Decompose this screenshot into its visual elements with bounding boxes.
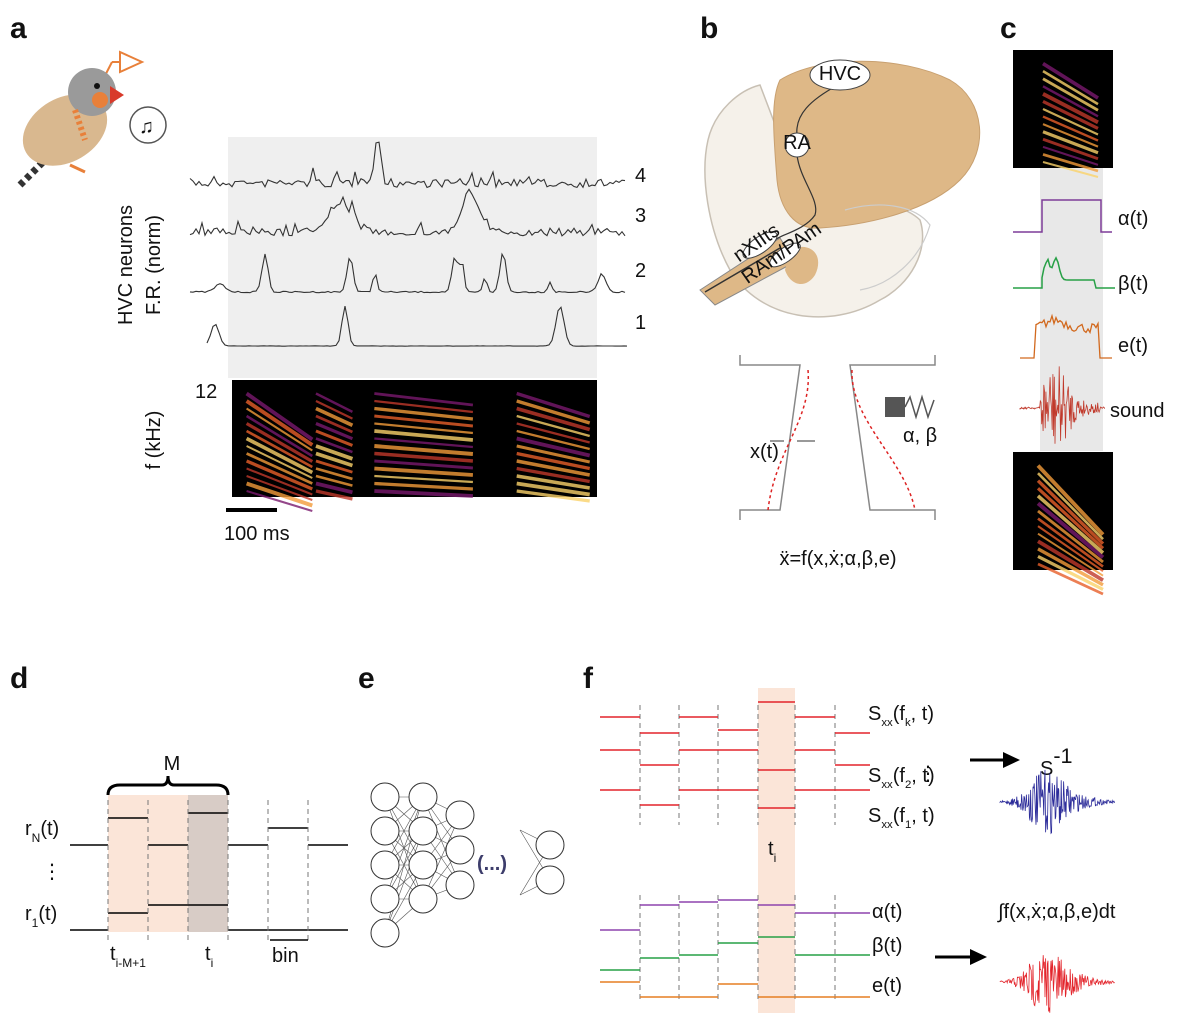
current-bin bbox=[188, 795, 228, 932]
axis-label: f (kHz) bbox=[143, 411, 165, 470]
neuron bbox=[446, 801, 474, 829]
integral-label: ∫f(x,ẋ;α,β,e)dt bbox=[997, 901, 1116, 923]
label-part: (f bbox=[893, 703, 906, 725]
axis-label: F.R. (norm) bbox=[143, 215, 165, 315]
neuron bbox=[409, 817, 437, 845]
neuron bbox=[371, 885, 399, 913]
bird-illustration: ♫ bbox=[10, 52, 166, 185]
row-label: Sxx(fk, t) bbox=[868, 703, 934, 729]
subscript: i bbox=[774, 851, 777, 865]
label-text: ti-M+1 bbox=[110, 943, 146, 970]
label-part: , t) bbox=[911, 765, 934, 787]
brace bbox=[108, 776, 228, 795]
signal-label: e(t) bbox=[1118, 335, 1148, 357]
label-text: Sxx(fk, t) bbox=[868, 703, 934, 729]
figure: a b c d e f ♫ 4 3 2 1 HVC neurons F.R. (… bbox=[0, 0, 1183, 1014]
neural-network bbox=[371, 783, 564, 947]
subscript: xx bbox=[881, 819, 893, 831]
variable-label: x(t) bbox=[750, 441, 779, 463]
label-part: (t) bbox=[40, 818, 59, 840]
parameter-label: α, β bbox=[903, 425, 937, 447]
neuron bbox=[536, 866, 564, 894]
panel-label: f bbox=[583, 662, 594, 695]
label-text: Sxx(f2, t) bbox=[868, 765, 935, 791]
time-label: ti-M+1 bbox=[110, 943, 146, 970]
trace-label: 4 bbox=[635, 165, 646, 187]
label-part: (t) bbox=[38, 903, 57, 925]
subscript: N bbox=[32, 831, 41, 845]
nucleus-label: RA bbox=[783, 132, 811, 154]
label-text: rN(t) bbox=[25, 818, 59, 845]
bin-label: bin bbox=[272, 945, 299, 967]
label-part: S bbox=[868, 765, 881, 787]
highlight-region bbox=[228, 137, 597, 378]
neuron bbox=[371, 783, 399, 811]
signal-label: α(t) bbox=[872, 901, 902, 923]
axis-label: HVC neurons bbox=[115, 205, 137, 325]
signal-label: sound bbox=[1110, 400, 1165, 422]
label-part: S bbox=[1040, 758, 1053, 780]
label-text: ti bbox=[205, 943, 213, 970]
time-label: ti bbox=[205, 943, 213, 970]
nucleus-label: HVC bbox=[819, 63, 861, 85]
scale-bar-label: 100 ms bbox=[224, 523, 290, 545]
trace-label: 2 bbox=[635, 260, 646, 282]
connection bbox=[385, 831, 423, 933]
window-label: M bbox=[164, 753, 181, 775]
neuron bbox=[371, 919, 399, 947]
row-label: Sxx(f1, t) bbox=[868, 805, 935, 831]
subscript: xx bbox=[881, 779, 893, 791]
subscript: i bbox=[211, 956, 214, 970]
brain-illustration bbox=[700, 60, 980, 317]
label-text: r1(t) bbox=[25, 903, 57, 930]
label-part: , t) bbox=[911, 805, 934, 827]
neuron bbox=[446, 836, 474, 864]
trace-label: 1 bbox=[635, 312, 646, 334]
current-bin bbox=[758, 688, 795, 1013]
signal-label: β(t) bbox=[872, 935, 902, 957]
neuron bbox=[536, 831, 564, 859]
row-label: r1(t) bbox=[25, 903, 57, 930]
panel-label: a bbox=[10, 12, 27, 45]
neuron bbox=[409, 783, 437, 811]
signal-label: β(t) bbox=[1118, 273, 1148, 295]
label-part: (f bbox=[893, 805, 906, 827]
equation: ẍ=f(x,ẋ;α,β,e) bbox=[780, 548, 897, 570]
svg-text:♫: ♫ bbox=[139, 116, 154, 138]
waveform bbox=[1000, 955, 1115, 1013]
neuron bbox=[371, 851, 399, 879]
step-signals bbox=[600, 702, 870, 1000]
superscript: -1 bbox=[1053, 743, 1072, 768]
label-part: S bbox=[868, 805, 881, 827]
waveforms bbox=[1000, 770, 1115, 1013]
arrows bbox=[935, 752, 1020, 965]
signal-label: α(t) bbox=[1118, 208, 1148, 230]
label-part: , t) bbox=[911, 703, 934, 725]
neuron bbox=[446, 871, 474, 899]
neuron bbox=[409, 885, 437, 913]
label-part: (f bbox=[893, 765, 906, 787]
neuron bbox=[371, 817, 399, 845]
neuron bbox=[409, 851, 437, 879]
ellipsis: (...) bbox=[477, 853, 507, 875]
row-label: Sxx(f2, t) bbox=[868, 765, 935, 791]
panel-label: e bbox=[358, 662, 375, 695]
subscript: xx bbox=[881, 717, 893, 729]
waveform bbox=[1000, 770, 1115, 833]
signal-label: e(t) bbox=[872, 975, 902, 997]
panel-label: d bbox=[10, 662, 28, 695]
axis-tick-label: 12 bbox=[195, 381, 217, 403]
trace-label: 3 bbox=[635, 205, 646, 227]
label-part: S bbox=[868, 703, 881, 725]
label-text: Sxx(f1, t) bbox=[868, 805, 935, 831]
subscript: i-M+1 bbox=[116, 956, 147, 970]
ellipsis: ⋮ bbox=[42, 861, 62, 883]
panel-label: b bbox=[700, 12, 718, 45]
panel-label: c bbox=[1000, 12, 1017, 45]
row-label: rN(t) bbox=[25, 818, 59, 845]
